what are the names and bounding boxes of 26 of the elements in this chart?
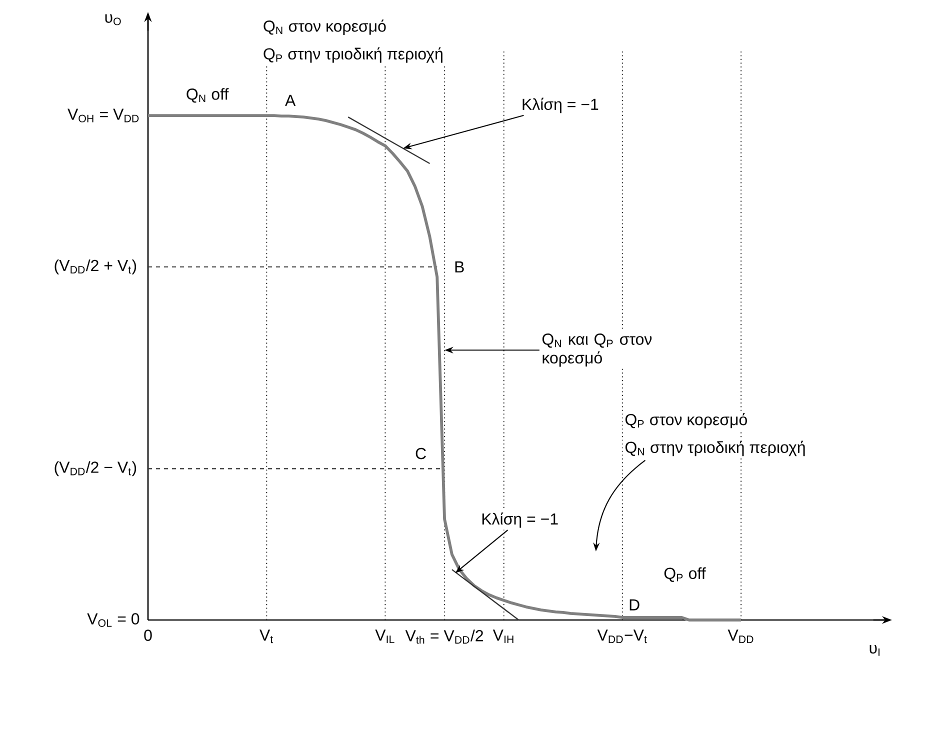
x-tick-label: V$_{DD}$	[728, 630, 754, 644]
text: V$_{OH}$ = V$_{DD}$	[68, 108, 139, 122]
x-tick-label: V$_{DD}$−V$_{t}$	[597, 630, 647, 644]
text: υ$_{I}$	[870, 644, 880, 656]
annotation: D	[630, 599, 640, 610]
text: Q$_{N}$ off	[186, 88, 229, 103]
annotation: Κλίση = −1	[482, 512, 558, 528]
annotation: C	[416, 448, 426, 460]
annotation: Q$_{N}$ και Q$_{P}$ στον κορεσμό	[542, 334, 652, 367]
annotation: Q$_{P}$ στον κορεσμό	[625, 413, 747, 428]
x-tick-label: V$_{th}$ = V$_{DD}$/2	[405, 630, 484, 644]
ref-line-label: (V$_{DD}$/2 − V$_{t}$)	[54, 461, 136, 476]
x-tick-label: V$_{IL}$	[375, 630, 394, 644]
text: V$_{OL}$ = 0	[87, 613, 140, 627]
annotation: B	[455, 261, 464, 272]
text: Q$_{N}$ στον κορεσμό	[264, 20, 386, 35]
ref-line-label: (V$_{DD}$/2 + V$_{t}$)	[54, 259, 136, 274]
x-tick-label: V$_{t}$	[260, 630, 274, 644]
text: Κλίση = −1	[522, 98, 598, 114]
annotation: Q$_{N}$ στην τριοδική περιοχή	[625, 440, 805, 456]
x-tick-label: 0	[144, 630, 152, 641]
x-tick-label: V$_{IH}$	[492, 630, 514, 644]
annotation: Q$_{P}$ off	[664, 567, 706, 582]
text: Q$_{P}$ στην τριοδική περιοχή	[264, 47, 442, 63]
text: υ$_{O}$	[105, 14, 121, 26]
text: A	[285, 94, 296, 106]
